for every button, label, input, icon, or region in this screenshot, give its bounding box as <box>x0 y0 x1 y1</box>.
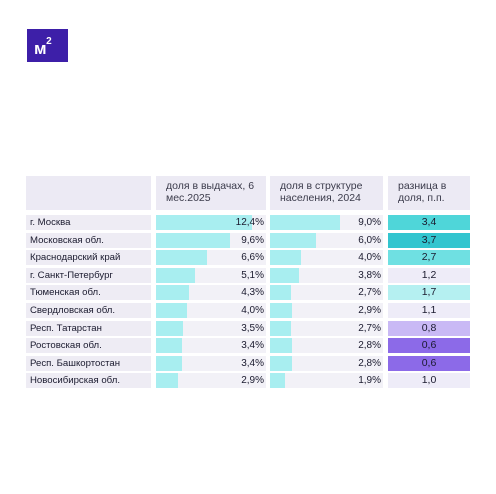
population-bar <box>270 285 291 301</box>
header-share-issuance: доля в выдачах, 6 мес.2025 <box>156 176 266 210</box>
population-bar <box>270 250 301 266</box>
issuance-cell: 12,4% <box>156 215 266 230</box>
issuance-value: 3,5% <box>241 322 264 334</box>
region-label: Новосибирская обл. <box>26 373 151 389</box>
header-difference: разница в доля, п.п. <box>388 176 470 210</box>
table-row: Новосибирская обл. 2,9% 1,9% 1,0 <box>26 373 470 389</box>
issuance-value: 3,4% <box>241 357 264 369</box>
difference-value: 2,7 <box>388 250 470 266</box>
issuance-cell: 3,4% <box>156 338 266 354</box>
region-label: Респ. Татарстан <box>26 320 151 336</box>
difference-value: 0,8 <box>388 320 470 336</box>
population-value: 3,8% <box>358 269 381 281</box>
issuance-cell: 4,3% <box>156 285 266 301</box>
issuance-value: 12,4% <box>235 217 264 228</box>
issuance-cell: 5,1% <box>156 267 266 283</box>
population-value: 2,8% <box>358 340 381 352</box>
population-value: 4,0% <box>358 252 381 264</box>
region-label: г. Санкт-Петербург <box>26 267 151 283</box>
table-row: Тюменская обл. 4,3% 2,7% 1,7 <box>26 285 470 301</box>
issuance-bar <box>156 373 179 389</box>
table-row: Краснодарский край 6,6% 4,0% 2,7 <box>26 250 470 266</box>
issuance-bar <box>156 303 187 318</box>
header-share-population: доля в структуре населения, 2024 <box>270 176 383 210</box>
population-value: 2,9% <box>358 305 381 316</box>
issuance-value: 9,6% <box>241 234 264 246</box>
population-value: 1,9% <box>358 375 381 387</box>
population-bar <box>270 232 317 248</box>
issuance-value: 3,4% <box>241 340 264 352</box>
issuance-value: 4,0% <box>241 305 264 316</box>
issuance-cell: 3,5% <box>156 320 266 336</box>
population-cell: 2,8% <box>270 338 383 354</box>
issuance-value: 2,9% <box>241 375 264 387</box>
region-label: Московская обл. <box>26 232 151 248</box>
population-cell: 6,0% <box>270 232 383 248</box>
issuance-bar <box>156 285 190 301</box>
issuance-cell: 4,0% <box>156 303 266 318</box>
logo-text: м2 <box>34 36 52 58</box>
region-label: Свердловская обл. <box>26 303 151 318</box>
header-region <box>26 176 151 210</box>
region-label: Ростовская обл. <box>26 338 151 354</box>
population-cell: 2,8% <box>270 355 383 371</box>
population-value: 2,7% <box>358 287 381 299</box>
difference-value: 1,7 <box>388 285 470 301</box>
population-bar <box>270 338 292 354</box>
population-bar <box>270 320 291 336</box>
table-row: Московская обл. 9,6% 6,0% 3,7 <box>26 232 470 248</box>
population-bar <box>270 373 285 389</box>
m2-logo: м2 <box>27 29 68 62</box>
issuance-bar <box>156 320 184 336</box>
population-cell: 1,9% <box>270 373 383 389</box>
difference-value: 0,6 <box>388 338 470 354</box>
table-row: Респ. Башкортостан 3,4% 2,8% 0,6 <box>26 355 470 371</box>
issuance-bar <box>156 355 183 371</box>
difference-value: 3,7 <box>388 232 470 248</box>
population-value: 6,0% <box>358 234 381 246</box>
difference-value: 3,4 <box>388 215 470 230</box>
table-row: Респ. Татарстан 3,5% 2,7% 0,8 <box>26 320 470 336</box>
issuance-cell: 2,9% <box>156 373 266 389</box>
population-value: 2,7% <box>358 322 381 334</box>
issuance-bar <box>156 338 183 354</box>
population-bar <box>270 303 293 318</box>
population-cell: 2,7% <box>270 285 383 301</box>
difference-value: 1,2 <box>388 267 470 283</box>
population-cell: 4,0% <box>270 250 383 266</box>
difference-value: 1,1 <box>388 303 470 318</box>
population-value: 9,0% <box>358 217 381 228</box>
table-row: Ростовская обл. 3,4% 2,8% 0,6 <box>26 338 470 354</box>
population-cell: 2,9% <box>270 303 383 318</box>
issuance-bar <box>156 250 208 266</box>
population-bar <box>270 267 300 283</box>
population-bar <box>270 355 292 371</box>
region-label: Краснодарский край <box>26 250 151 266</box>
issuance-cell: 6,6% <box>156 250 266 266</box>
issuance-bar <box>156 267 196 283</box>
region-label: г. Москва <box>26 215 151 230</box>
difference-value: 0,6 <box>388 355 470 371</box>
issuance-value: 4,3% <box>241 287 264 299</box>
table-row: Свердловская обл. 4,0% 2,9% 1,1 <box>26 303 470 318</box>
table-row: г. Санкт-Петербург 5,1% 3,8% 1,2 <box>26 267 470 283</box>
table-row: г. Москва 12,4% 9,0% 3,4 <box>26 215 470 230</box>
population-cell: 3,8% <box>270 267 383 283</box>
issuance-bar <box>156 215 252 230</box>
region-label: Респ. Башкортостан <box>26 355 151 371</box>
population-cell: 9,0% <box>270 215 383 230</box>
region-label: Тюменская обл. <box>26 285 151 301</box>
population-value: 2,8% <box>358 357 381 369</box>
issuance-cell: 3,4% <box>156 355 266 371</box>
issuance-value: 5,1% <box>241 269 264 281</box>
issuance-cell: 9,6% <box>156 232 266 248</box>
issuance-value: 6,6% <box>241 252 264 264</box>
population-bar <box>270 215 340 230</box>
issuance-bar <box>156 232 231 248</box>
difference-value: 1,0 <box>388 373 470 389</box>
population-cell: 2,7% <box>270 320 383 336</box>
